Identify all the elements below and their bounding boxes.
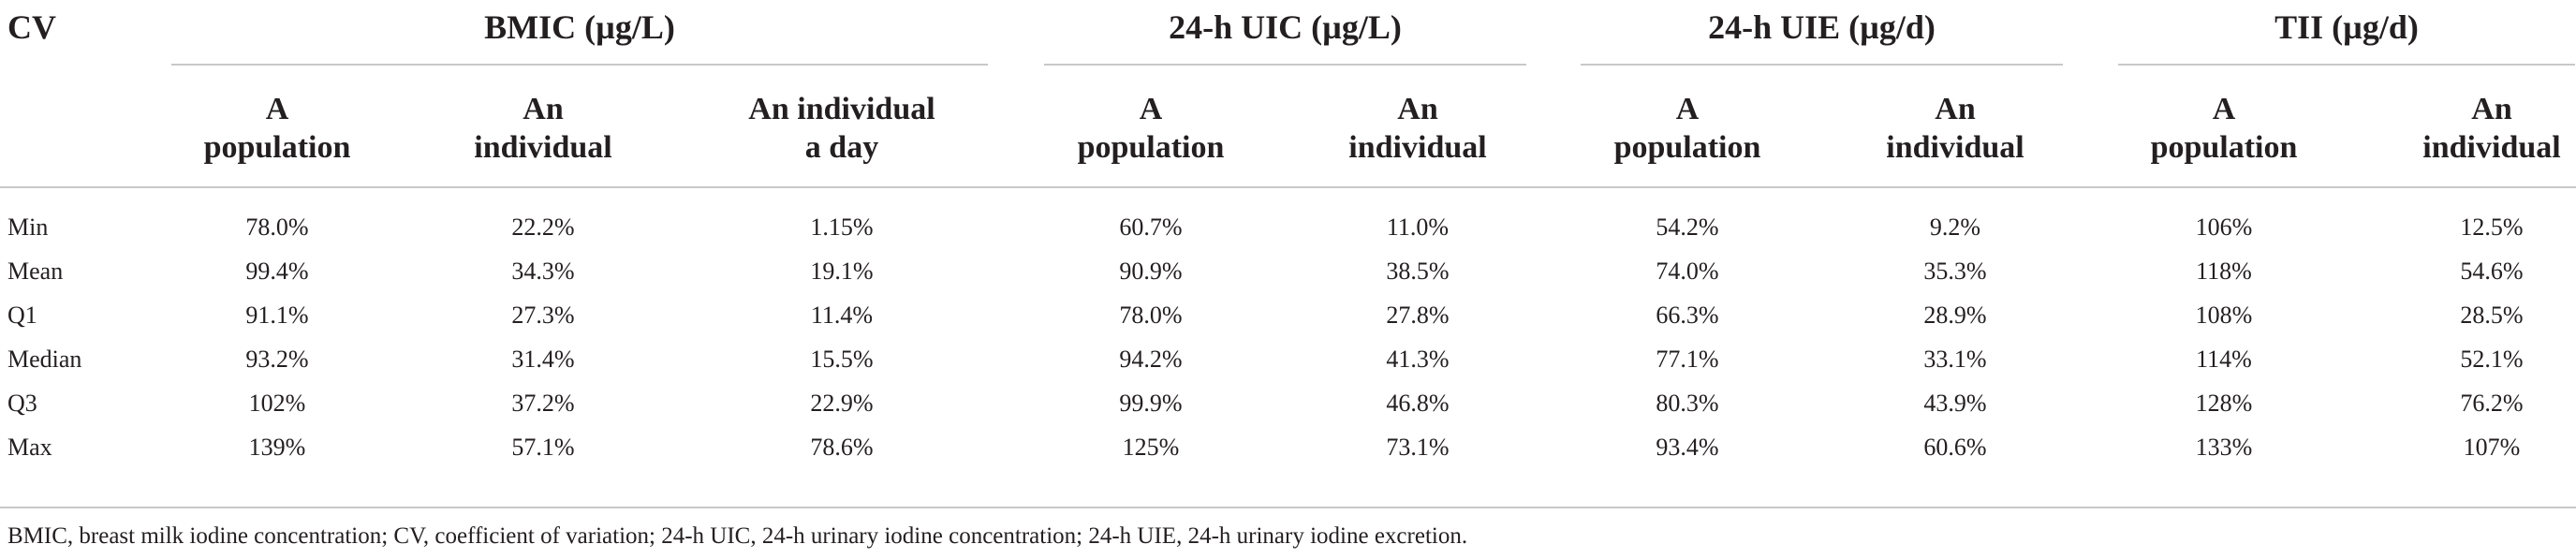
row-label: Q1	[7, 302, 37, 329]
table-cell: 35.3%	[1923, 257, 1987, 285]
subheader-uic-individual: An individual	[1348, 92, 1487, 165]
row-label: Median	[7, 346, 82, 373]
table-cell: 74.0%	[1656, 257, 1719, 285]
table-cell: 114%	[2196, 346, 2252, 373]
group-rule-tii	[2118, 64, 2575, 66]
table-cell: 90.9%	[1119, 257, 1183, 285]
table-cell: 46.8%	[1386, 390, 1450, 417]
table-cell: 27.8%	[1386, 302, 1450, 329]
table-cell: 66.3%	[1656, 302, 1719, 329]
table-cell: 22.9%	[810, 390, 874, 417]
table-cell: 31.4%	[511, 346, 575, 373]
row-label: Mean	[7, 257, 64, 285]
table-cell: 11.0%	[1386, 213, 1450, 241]
table-cell: 11.4%	[810, 302, 874, 329]
table-cell: 38.5%	[1386, 257, 1450, 285]
table-cell: 93.4%	[1656, 434, 1719, 461]
table-cell: 128%	[2195, 390, 2253, 417]
table-cell: 99.9%	[1119, 390, 1183, 417]
subheader-tii-individual: An individual	[2422, 92, 2561, 165]
table-cell: 54.2%	[1656, 213, 1719, 241]
group-rule-bmic	[171, 64, 988, 66]
subheader-uie-individual: An individual	[1886, 92, 2024, 165]
table-cell: 19.1%	[810, 257, 874, 285]
group-title-24h-uic: 24-h UIC (µg/L)	[1169, 8, 1402, 46]
table-cell: 78.0%	[1119, 302, 1183, 329]
table-cell: 28.9%	[1923, 302, 1987, 329]
table-cell: 139%	[248, 434, 306, 461]
table-bottom-rule	[0, 507, 2576, 508]
group-title-tii: TII (µg/d)	[2274, 8, 2419, 46]
row-label: Q3	[7, 390, 37, 417]
table-cell: 108%	[2195, 302, 2253, 329]
table-cell: 73.1%	[1386, 434, 1450, 461]
table-cell: 22.2%	[511, 213, 575, 241]
table-cell: 133%	[2195, 434, 2253, 461]
group-title-bmic: BMIC (µg/L)	[484, 8, 675, 46]
subheader-bmic-individual: An individual	[474, 92, 612, 165]
row-label: Max	[7, 434, 52, 461]
table-cell: 125%	[1122, 434, 1180, 461]
table-cell: 34.3%	[511, 257, 575, 285]
table-cell: 28.5%	[2460, 302, 2524, 329]
table-cell: 12.5%	[2460, 213, 2524, 241]
table-cell: 107%	[2463, 434, 2521, 461]
table-cell: 52.1%	[2460, 346, 2524, 373]
header-bottom-rule	[0, 186, 2576, 188]
table-cell: 57.1%	[511, 434, 575, 461]
table-cell: 27.3%	[511, 302, 575, 329]
table-cell: 93.2%	[245, 346, 309, 373]
table-cell: 60.7%	[1119, 213, 1183, 241]
row-header-cv: CV	[7, 8, 56, 46]
table-cell: 78.6%	[810, 434, 874, 461]
table-cell: 60.6%	[1923, 434, 1987, 461]
table-cell: 106%	[2195, 213, 2253, 241]
table-cell: 77.1%	[1656, 346, 1719, 373]
table-cell: 43.9%	[1923, 390, 1987, 417]
table-cell: 118%	[2196, 257, 2252, 285]
group-title-24h-uie: 24-h UIE (µg/d)	[1708, 8, 1936, 46]
table-cell: 76.2%	[2460, 390, 2524, 417]
table-cell: 94.2%	[1119, 346, 1183, 373]
table-cell: 80.3%	[1656, 390, 1719, 417]
table-cell: 99.4%	[245, 257, 309, 285]
table-cell: 37.2%	[511, 390, 575, 417]
table-cell: 78.0%	[245, 213, 309, 241]
table-footnote: BMIC, breast milk iodine concentration; …	[7, 523, 1468, 549]
subheader-bmic-individual-day: An individual a day	[748, 92, 935, 165]
table-cell: 91.1%	[245, 302, 309, 329]
row-label: Min	[7, 213, 49, 241]
group-rule-24h-uic	[1044, 64, 1526, 66]
table-cell: 41.3%	[1386, 346, 1450, 373]
table-cell: 15.5%	[810, 346, 874, 373]
table-cell: 1.15%	[810, 213, 874, 241]
table-cell: 54.6%	[2460, 257, 2524, 285]
table-cell: 102%	[248, 390, 306, 417]
group-rule-24h-uie	[1581, 64, 2063, 66]
table-cell: 9.2%	[1929, 213, 1981, 241]
table-cell: 33.1%	[1923, 346, 1987, 373]
